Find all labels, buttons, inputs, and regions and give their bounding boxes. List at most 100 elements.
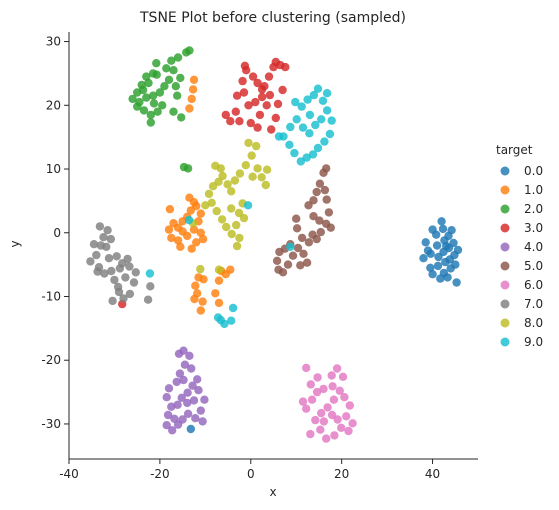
- data-point-target-6-0: [344, 426, 353, 436]
- data-point-target-1-0: [183, 231, 192, 241]
- data-point-target-7-0: [118, 259, 127, 268]
- data-point-target-8-0: [227, 229, 236, 239]
- data-point-target-1-0: [189, 225, 199, 234]
- data-point-target-0-0: [452, 278, 461, 287]
- data-point-target-0-0: [433, 261, 443, 271]
- data-point-target-2-0: [171, 82, 180, 91]
- data-point-target-1-0: [173, 236, 183, 245]
- data-point-target-2-0: [169, 66, 178, 75]
- data-point-target-2-0: [152, 59, 161, 68]
- data-point-target-9-0: [313, 143, 323, 153]
- data-point-target-1-0: [164, 225, 174, 234]
- data-point-target-5-0: [304, 238, 314, 247]
- data-point-target-3-0: [253, 78, 262, 88]
- data-point-target-4-0: [191, 414, 200, 423]
- data-point-target-9-0: [243, 201, 253, 210]
- data-point-target-1-0: [192, 238, 201, 247]
- data-point-target-4-0: [173, 400, 182, 409]
- data-point-target-5-0: [312, 187, 321, 197]
- legend-label: 4.0: [524, 240, 543, 254]
- data-point-target-7-0: [104, 254, 114, 263]
- data-point-target-3-0: [257, 92, 267, 102]
- data-point-target-6-0: [327, 371, 336, 380]
- data-point-target-6-0: [319, 417, 329, 426]
- data-point-target-0-0: [453, 245, 463, 255]
- data-point-target-9-0: [305, 129, 314, 138]
- data-point-target-3-0: [239, 88, 249, 97]
- data-point-target-5-0: [315, 216, 324, 225]
- data-point-target-2-0: [164, 75, 174, 85]
- legend-marker: [500, 185, 510, 195]
- data-point-target-9-0: [184, 215, 194, 225]
- legend: target 0.0 1.0 2.0 3.0 4.0 5.0 6.0 7.0 8.0 9.0: [496, 143, 543, 349]
- data-point-target-9-0: [291, 97, 300, 107]
- data-point-target-7-0: [125, 289, 135, 299]
- data-point-target-2-0: [158, 101, 167, 110]
- data-point-target-6-0: [335, 386, 344, 395]
- y-tick-label: 0: [53, 226, 61, 240]
- data-point-target-3-0: [269, 62, 278, 72]
- data-point-target-8-0: [223, 180, 232, 189]
- legend-items: 0.0 1.0 2.0 3.0 4.0 5.0 6.0 7.0 8.0 9.0: [500, 164, 543, 349]
- data-point-target-7-0: [146, 282, 155, 291]
- data-point-target-4-0: [179, 375, 188, 385]
- data-point-target-9-0: [309, 90, 319, 100]
- y-axis-label: y: [8, 240, 22, 247]
- data-point-target-4-0: [172, 377, 181, 387]
- data-point-target-8-0: [232, 220, 241, 230]
- data-point-target-3-0: [271, 113, 280, 123]
- data-point-target-0-0: [421, 238, 430, 247]
- data-point-target-4-0: [180, 360, 190, 369]
- data-point-target-4-0: [162, 421, 171, 430]
- data-point-target-6-0: [342, 412, 351, 421]
- data-point-target-8-0: [247, 151, 256, 160]
- data-point-target-1-0: [178, 217, 187, 226]
- legend-label: 7.0: [524, 297, 543, 311]
- data-point-target-8-0: [212, 206, 221, 216]
- data-point-target-1-0: [214, 276, 224, 285]
- data-point-target-2-0: [177, 113, 186, 122]
- data-point-target-1-0: [196, 228, 205, 237]
- x-tick-label: -40: [59, 467, 79, 481]
- data-point-target-9-0: [216, 315, 225, 325]
- data-point-target-8-0: [196, 264, 205, 274]
- data-point-target-3-0: [265, 90, 275, 100]
- data-point-target-4-0: [179, 346, 188, 355]
- x-tick-label: 20: [334, 467, 349, 481]
- data-point-target-0-0: [432, 241, 442, 250]
- data-point-target-9-0: [286, 122, 295, 132]
- x-ticks: -40 -20 0 20 40: [59, 459, 440, 481]
- data-point-target-2-0: [152, 70, 161, 79]
- data-point-target-6-0: [307, 395, 317, 404]
- data-point-target-2-0: [153, 107, 162, 116]
- data-point-target-7-0: [92, 250, 101, 260]
- data-point-target-3-0: [273, 99, 283, 109]
- data-point-target-5-0: [292, 224, 302, 233]
- data-point-target-1-0: [190, 294, 199, 304]
- data-point-target-9-0: [313, 84, 323, 93]
- y-tick-label: 10: [46, 162, 61, 176]
- data-point-target-0-0: [436, 274, 445, 283]
- data-point-target-2-0: [167, 56, 176, 65]
- data-point-target-2-0: [138, 85, 148, 95]
- data-point-target-7-0: [86, 257, 95, 266]
- data-point-target-6-0: [340, 393, 349, 402]
- data-point-target-0-0: [426, 249, 435, 258]
- legend-label: 9.0: [524, 335, 543, 349]
- data-point-target-9-0: [286, 242, 295, 251]
- data-point-target-6-0: [317, 408, 326, 418]
- legend-marker: [500, 299, 510, 309]
- data-point-target-1-0: [187, 244, 196, 253]
- data-point-target-9-0: [285, 140, 294, 149]
- data-point-target-1-0: [169, 219, 178, 228]
- data-point-target-3-0: [242, 66, 251, 75]
- data-point-target-6-0: [348, 419, 357, 428]
- data-point-target-6-0: [306, 380, 315, 389]
- data-point-target-0-0: [186, 424, 195, 434]
- data-point-target-5-0: [292, 214, 301, 223]
- data-point-target-4-0: [170, 414, 179, 423]
- data-point-target-9-0: [296, 157, 305, 166]
- data-point-target-8-0: [214, 265, 224, 274]
- data-point-target-3-0: [264, 72, 274, 81]
- data-point-target-0-0: [449, 238, 458, 248]
